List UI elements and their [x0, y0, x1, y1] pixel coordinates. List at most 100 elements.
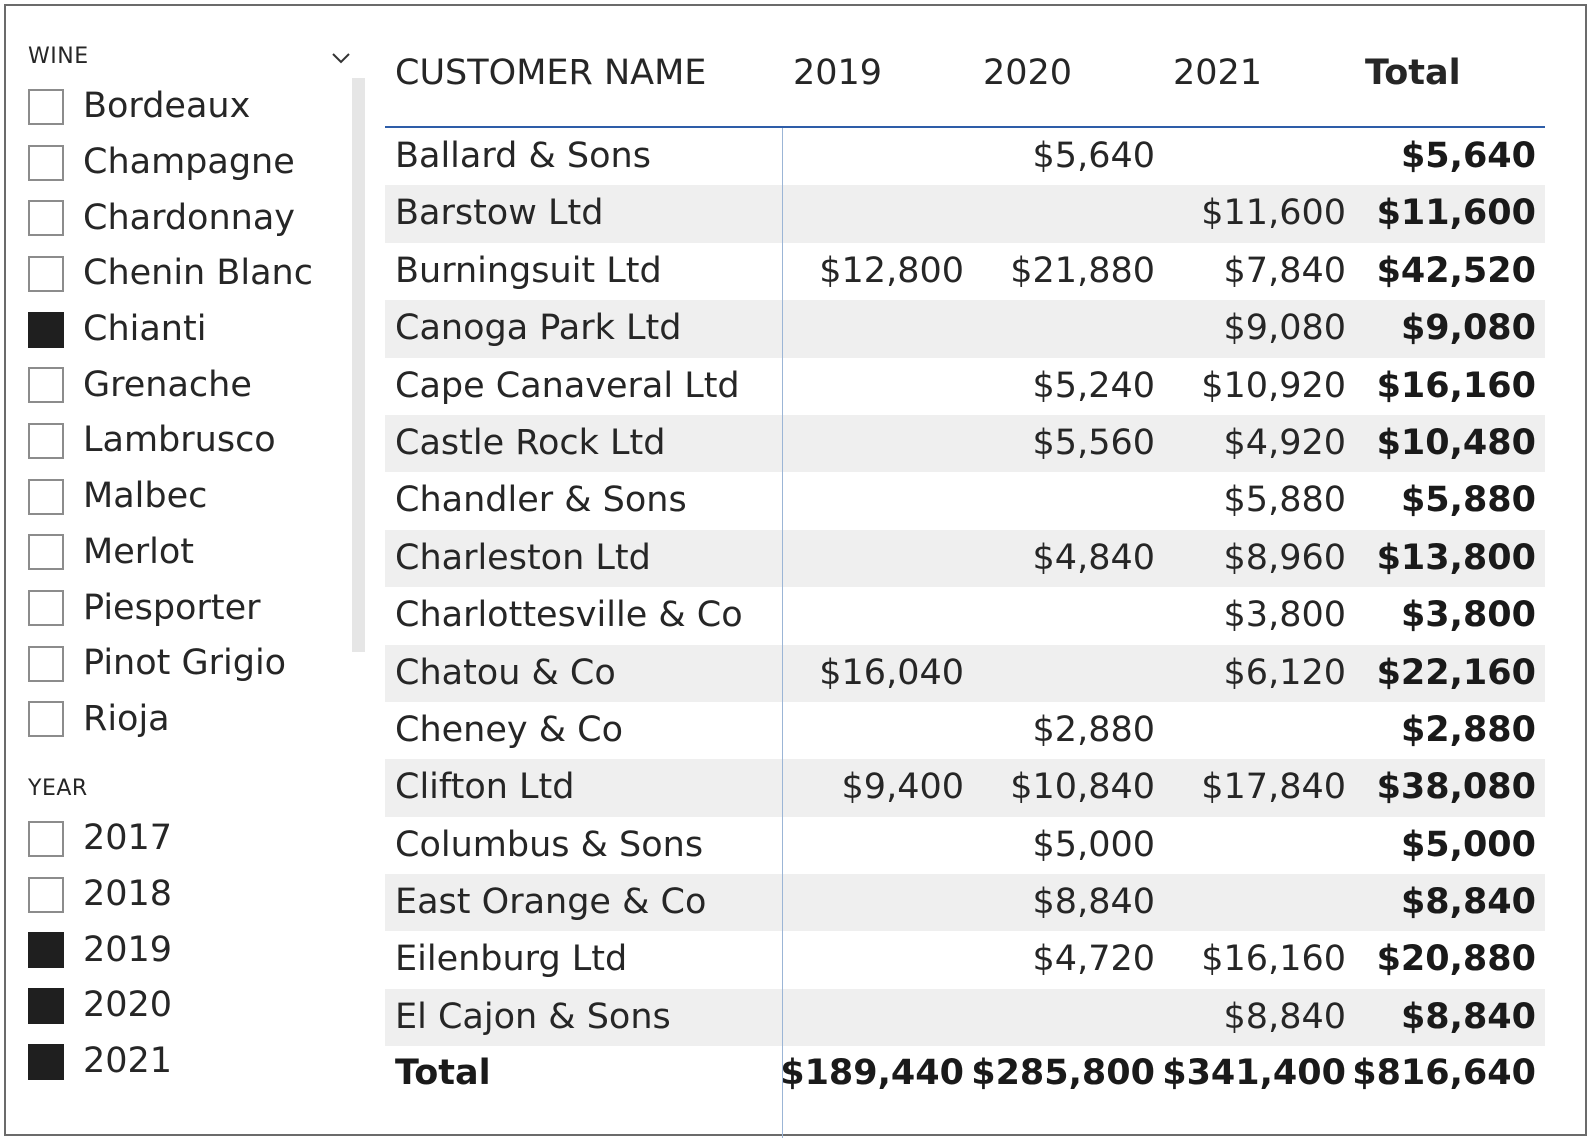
checkbox-unchecked[interactable] [28, 88, 64, 125]
value-2021-cell: $3,800 [1223, 595, 1346, 636]
value-2019-cell: $9,400 [841, 767, 964, 808]
table-row[interactable]: Columbus & Sons $5,000 $5,000 [385, 817, 1545, 874]
table-row[interactable]: Ballard & Sons $5,640 $5,640 [385, 128, 1545, 185]
row-total-cell: $10,480 [1376, 422, 1536, 463]
table-row[interactable]: Eilenburg Ltd $4,720 $16,160 $20,880 [385, 931, 1545, 988]
row-total-cell: $3,800 [1400, 595, 1536, 636]
table-row[interactable]: Cape Canaveral Ltd $5,240 $10,920 $16,160 [385, 358, 1545, 415]
table-row[interactable]: Barstow Ltd $11,600 $11,600 [385, 185, 1545, 243]
customer-name-cell: Clifton Ltd [395, 767, 575, 808]
customer-name-cell: El Cajon & Sons [395, 996, 671, 1037]
value-2020-cell: $5,560 [1032, 422, 1155, 463]
wine-slicer-item-label: Champagne [83, 142, 295, 183]
customer-name-cell: Columbus & Sons [395, 824, 704, 865]
table-row[interactable]: Charleston Ltd $4,840 $8,960 $13,800 [385, 529, 1545, 588]
column-header-2019[interactable]: 2019 [793, 53, 883, 93]
value-2021-cell: $5,880 [1223, 480, 1346, 521]
value-2021-cell: $9,080 [1223, 308, 1346, 349]
checkbox-unchecked[interactable] [28, 820, 64, 857]
customer-name-cell: Charlottesville & Co [395, 595, 743, 636]
value-2020-cell: $8,840 [1032, 882, 1155, 923]
wine-slicer-item[interactable]: Malbec [28, 469, 313, 525]
table-row[interactable]: Castle Rock Ltd $5,560 $4,920 $10,480 [385, 414, 1545, 473]
checkbox-checked[interactable] [28, 311, 64, 348]
table-row[interactable]: El Cajon & Sons $8,840 $8,840 [385, 988, 1545, 1047]
year-slicer-item[interactable]: 2017 [28, 811, 172, 867]
checkbox-unchecked[interactable] [28, 876, 64, 913]
row-total-cell: $5,640 [1400, 136, 1536, 176]
wine-slicer-item[interactable]: Chardonnay [28, 190, 313, 246]
wine-slicer-item[interactable]: Merlot [28, 525, 313, 581]
value-2021-cell: $7,840 [1223, 250, 1346, 291]
customer-name-cell: Ballard & Sons [395, 136, 651, 176]
checkbox-unchecked[interactable] [28, 367, 64, 404]
value-2019-cell: $12,800 [819, 250, 964, 291]
checkbox-unchecked[interactable] [28, 422, 64, 459]
checkbox-unchecked[interactable] [28, 645, 64, 682]
year-slicer-item-label: 2018 [83, 874, 173, 915]
wine-slicer-item[interactable]: Chianti [28, 302, 313, 358]
table-row[interactable]: Clifton Ltd $9,400 $10,840 $17,840 $38,080 [385, 759, 1545, 817]
year-slicer-item-label: 2020 [83, 985, 173, 1026]
year-slicer-item-label: 2021 [83, 1041, 173, 1082]
checkbox-unchecked[interactable] [28, 701, 64, 738]
wine-slicer-scrollbar[interactable] [352, 78, 365, 652]
customer-name-cell: Cheney & Co [395, 709, 623, 750]
table-row[interactable]: Chandler & Sons $5,880 $5,880 [385, 472, 1545, 529]
table-row[interactable]: Chatou & Co $16,040 $6,120 $22,160 [385, 644, 1545, 702]
wine-slicer-item-label: Merlot [83, 531, 194, 572]
row-total-cell: $5,880 [1400, 480, 1536, 521]
customer-name-cell: Burningsuit Ltd [395, 250, 662, 291]
table-row[interactable]: East Orange & Co $8,840 $8,840 [385, 874, 1545, 932]
wine-slicer-item[interactable]: Chenin Blanc [28, 246, 313, 302]
wine-slicer-item[interactable]: Bordeaux [28, 79, 313, 135]
wine-slicer-item[interactable]: Rioja [28, 692, 313, 748]
year-slicer-item[interactable]: 2018 [28, 867, 172, 923]
wine-slicer-item[interactable]: Pinot Grigio [28, 636, 313, 692]
checkbox-checked[interactable] [28, 932, 64, 969]
wine-slicer-item[interactable]: Champagne [28, 135, 313, 191]
year-slicer-item[interactable]: 2021 [28, 1034, 172, 1090]
checkbox-unchecked[interactable] [28, 200, 64, 237]
value-2021-cell: $4,920 [1223, 422, 1346, 463]
column-header-2020[interactable]: 2020 [983, 53, 1073, 93]
column-header-total[interactable]: Total [1365, 53, 1461, 93]
customer-name-cell: Charleston Ltd [395, 537, 651, 578]
table-row[interactable]: Canoga Park Ltd $9,080 $9,080 [385, 300, 1545, 358]
wine-slicer-title: WINE [28, 44, 89, 69]
row-total-cell: $20,880 [1376, 939, 1536, 980]
column-header-customer-name[interactable]: CUSTOMER NAME [395, 53, 707, 93]
row-total-cell: $11,600 [1376, 193, 1536, 234]
grand-total: $816,640 [1352, 1053, 1536, 1094]
row-header-divider [782, 128, 783, 1138]
checkbox-unchecked[interactable] [28, 478, 64, 515]
table-row[interactable]: Charlottesville & Co $3,800 $3,800 [385, 587, 1545, 644]
checkbox-unchecked[interactable] [28, 534, 64, 571]
wine-slicer-item[interactable]: Grenache [28, 357, 313, 413]
wine-slicer-item[interactable]: Lambrusco [28, 413, 313, 469]
value-2020-cell: $10,840 [1010, 767, 1155, 808]
total-2020: $285,800 [971, 1053, 1155, 1094]
wine-slicer-item-label: Chardonnay [83, 197, 295, 238]
checkbox-unchecked[interactable] [28, 144, 64, 181]
checkbox-checked[interactable] [28, 1043, 64, 1080]
table-row[interactable]: Burningsuit Ltd $12,800 $21,880 $7,840 $42,5… [385, 243, 1545, 300]
row-total-cell: $16,160 [1376, 365, 1536, 406]
value-2021-cell: $8,960 [1223, 537, 1346, 578]
value-2020-cell: $4,720 [1032, 939, 1155, 980]
total-row-label: Total [395, 1053, 491, 1094]
value-2020-cell: $5,240 [1032, 365, 1155, 406]
total-2019: $189,440 [780, 1053, 964, 1094]
checkbox-checked[interactable] [28, 987, 64, 1024]
table-row[interactable]: Cheney & Co $2,880 $2,880 [385, 702, 1545, 759]
year-slicer-item[interactable]: 2020 [28, 978, 172, 1034]
year-slicer-list: 2017 2018 2019 2020 2021 [28, 811, 172, 1089]
column-header-2021[interactable]: 2021 [1173, 53, 1263, 93]
year-slicer-item[interactable]: 2019 [28, 922, 172, 978]
wine-slicer-item[interactable]: Piesporter [28, 580, 313, 636]
chevron-down-icon[interactable] [332, 52, 350, 64]
value-2021-cell: $11,600 [1201, 193, 1346, 234]
row-total-cell: $42,520 [1376, 250, 1536, 291]
checkbox-unchecked[interactable] [28, 255, 64, 292]
checkbox-unchecked[interactable] [28, 590, 64, 627]
